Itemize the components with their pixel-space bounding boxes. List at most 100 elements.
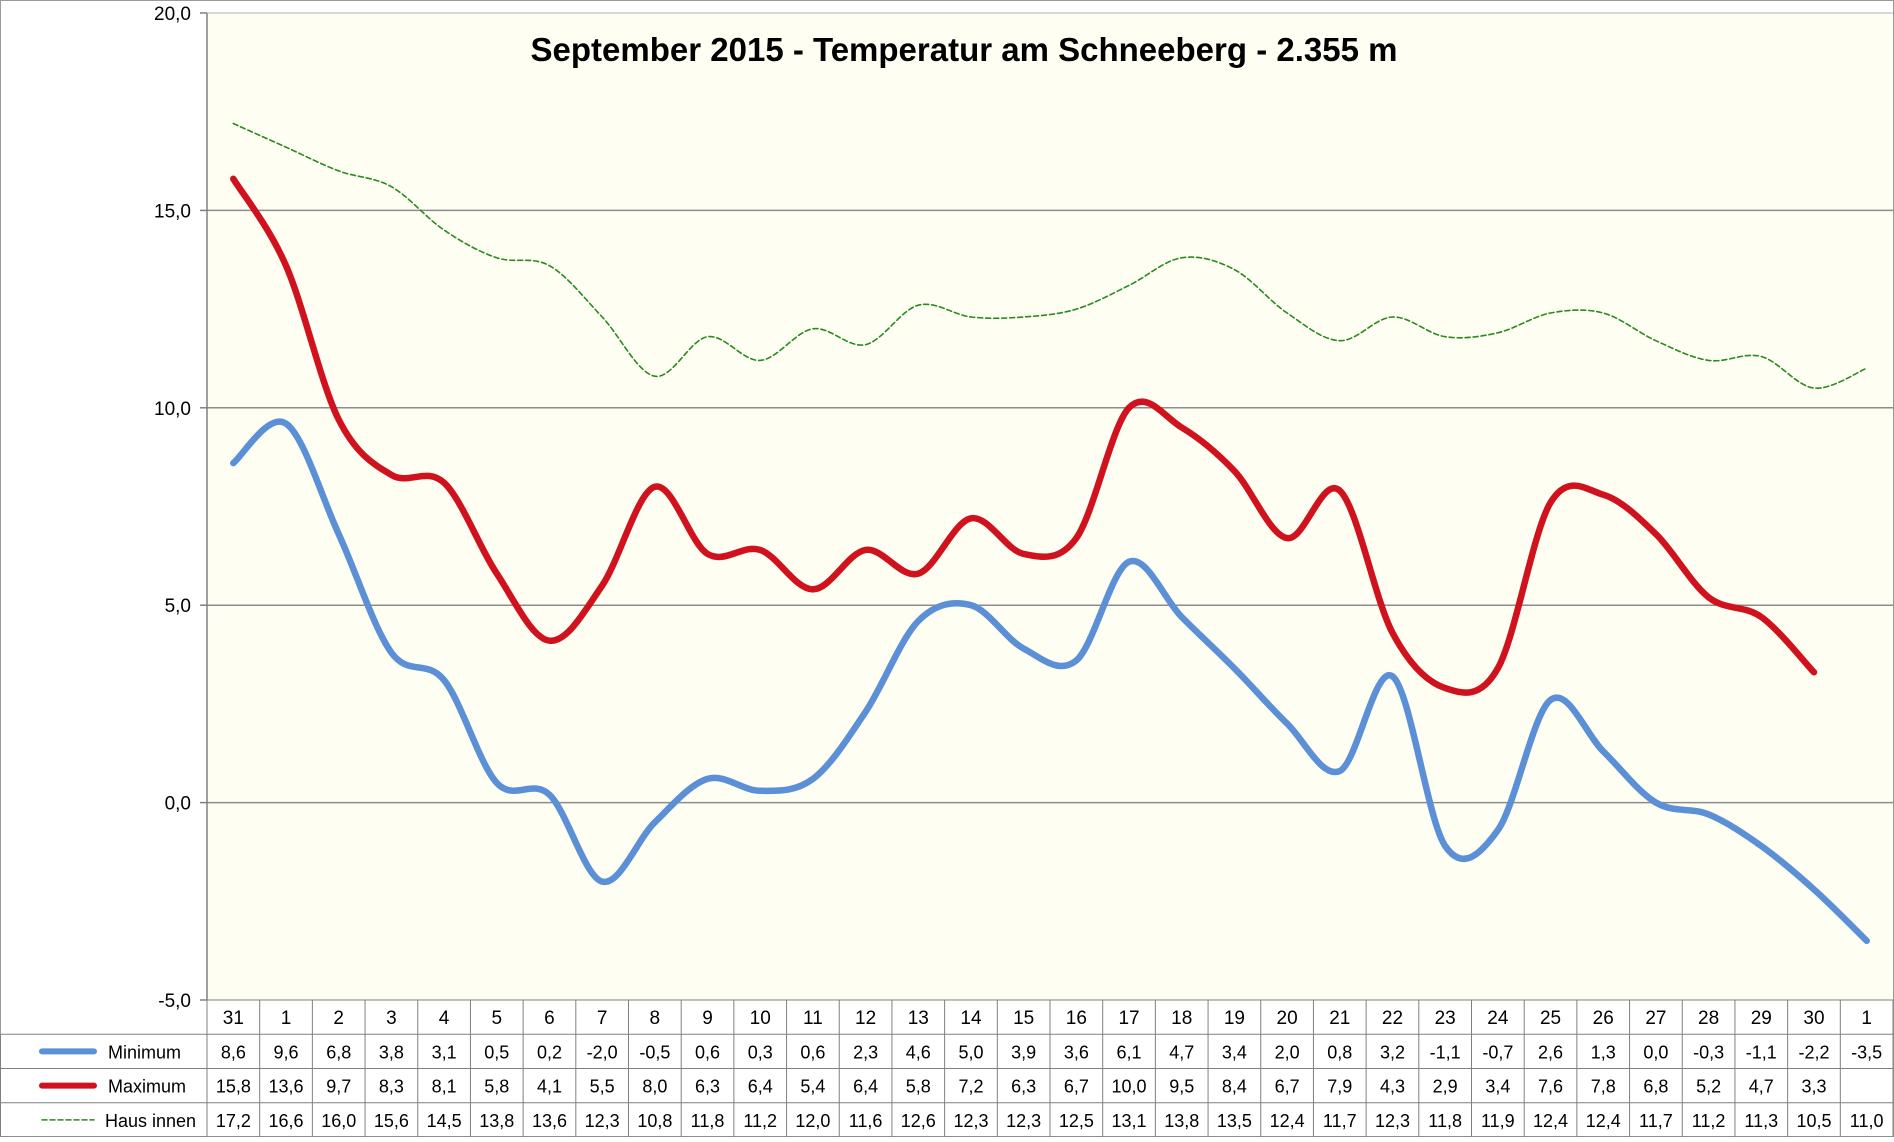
x-tick-label: 12: [855, 1008, 876, 1029]
data-label-maximum: 5,8: [484, 1077, 509, 1097]
x-tick-label: 14: [960, 1008, 982, 1029]
data-label-maximum: 7,8: [1591, 1077, 1616, 1097]
data-label-maximum: 9,7: [326, 1077, 351, 1097]
data-label-haus-innen: 12,3: [1006, 1111, 1041, 1131]
data-label-haus-innen: 12,3: [953, 1111, 988, 1131]
data-label-minimum: -1,1: [1430, 1042, 1461, 1062]
x-tick-label: 13: [908, 1008, 929, 1029]
data-label-haus-innen: 12,4: [1586, 1111, 1621, 1131]
x-tick-label: 3: [386, 1008, 397, 1029]
data-label-haus-innen: 13,6: [532, 1111, 567, 1131]
data-label-minimum: 3,1: [432, 1042, 457, 1062]
data-label-haus-innen: 15,6: [374, 1111, 409, 1131]
data-label-maximum: 6,4: [748, 1077, 773, 1097]
x-tick-label: 30: [1803, 1008, 1824, 1029]
x-tick-label: 11: [803, 1008, 823, 1029]
x-tick-label: 1: [1861, 1008, 1872, 1029]
data-label-minimum: -2,2: [1798, 1042, 1829, 1062]
x-tick-label: 24: [1487, 1008, 1509, 1029]
data-label-minimum: 8,6: [221, 1042, 246, 1062]
x-tick-label: 21: [1329, 1008, 1350, 1029]
data-label-minimum: 0,0: [1643, 1042, 1668, 1062]
data-label-maximum: 8,3: [379, 1077, 404, 1097]
data-label-minimum: 4,6: [906, 1042, 931, 1062]
legend-label-minimum: Minimum: [108, 1042, 181, 1062]
x-tick-label: 2: [333, 1008, 344, 1029]
x-tick-label: 20: [1277, 1008, 1298, 1029]
data-label-haus-innen: 11,7: [1639, 1111, 1673, 1131]
x-tick-label: 16: [1066, 1008, 1087, 1029]
data-label-haus-innen: 12,5: [1059, 1111, 1094, 1131]
data-label-maximum: 2,9: [1433, 1077, 1458, 1097]
x-tick-label: 9: [702, 1008, 713, 1029]
data-label-haus-innen: 10,8: [637, 1111, 672, 1131]
data-label-minimum: -0,7: [1482, 1042, 1513, 1062]
data-label-minimum: 5,0: [958, 1042, 983, 1062]
data-label-maximum: 8,1: [432, 1077, 457, 1097]
data-label-maximum: 5,8: [906, 1077, 931, 1097]
data-label-maximum: 6,7: [1064, 1077, 1089, 1097]
data-label-minimum: 1,3: [1591, 1042, 1616, 1062]
x-tick-label: 17: [1118, 1008, 1139, 1029]
data-label-maximum: 4,3: [1380, 1077, 1405, 1097]
data-label-maximum: 5,2: [1696, 1077, 1721, 1097]
data-label-haus-innen: 12,4: [1270, 1111, 1305, 1131]
data-label-minimum: 0,2: [537, 1042, 562, 1062]
data-label-minimum: 0,8: [1327, 1042, 1352, 1062]
data-label-haus-innen: 17,2: [216, 1111, 251, 1131]
data-label-maximum: 6,8: [1643, 1077, 1668, 1097]
data-label-haus-innen: 16,0: [321, 1111, 356, 1131]
data-label-maximum: 4,7: [1749, 1077, 1774, 1097]
x-tick-label: 28: [1698, 1008, 1719, 1029]
data-label-maximum: 7,2: [958, 1077, 983, 1097]
data-label-minimum: 0,6: [800, 1042, 825, 1062]
x-tick-label: 25: [1540, 1008, 1561, 1029]
data-label-minimum: 3,4: [1222, 1042, 1247, 1062]
data-label-maximum: 7,6: [1538, 1077, 1563, 1097]
x-tick-label: 22: [1382, 1008, 1403, 1029]
data-label-haus-innen: 11,2: [1692, 1111, 1726, 1131]
x-tick-label: 15: [1013, 1008, 1034, 1029]
data-label-haus-innen: 14,5: [427, 1111, 462, 1131]
data-label-maximum: 8,0: [642, 1077, 667, 1097]
y-tick-label: 5,0: [165, 596, 191, 617]
data-label-haus-innen: 11,8: [691, 1111, 725, 1131]
data-label-haus-innen: 12,4: [1533, 1111, 1568, 1131]
data-label-maximum: 8,4: [1222, 1077, 1247, 1097]
data-label-haus-innen: 16,6: [269, 1111, 304, 1131]
data-label-minimum: 2,3: [853, 1042, 878, 1062]
data-label-minimum: 0,3: [748, 1042, 773, 1062]
data-label-maximum: 9,5: [1169, 1077, 1194, 1097]
y-tick-label: -5,0: [158, 991, 191, 1012]
data-label-haus-innen: 11,3: [1744, 1111, 1778, 1131]
data-label-haus-innen: 12,3: [1375, 1111, 1410, 1131]
data-label-haus-innen: 13,1: [1112, 1111, 1147, 1131]
x-tick-label: 27: [1645, 1008, 1666, 1029]
legend-label-maximum: Maximum: [108, 1077, 186, 1097]
data-label-maximum: 7,9: [1327, 1077, 1352, 1097]
data-label-maximum: 15,8: [216, 1077, 251, 1097]
data-label-maximum: 5,4: [800, 1077, 825, 1097]
x-tick-label: 23: [1435, 1008, 1456, 1029]
legend-label-haus-innen: Haus innen: [105, 1111, 196, 1131]
data-label-maximum: 5,5: [590, 1077, 615, 1097]
x-tick-label: 29: [1751, 1008, 1772, 1029]
data-label-minimum: -0,5: [639, 1042, 670, 1062]
data-label-minimum: 9,6: [274, 1042, 299, 1062]
data-label-haus-innen: 11,9: [1481, 1111, 1515, 1131]
x-tick-label: 10: [750, 1008, 771, 1029]
x-tick-label: 1: [281, 1008, 292, 1029]
data-label-maximum: 6,7: [1275, 1077, 1300, 1097]
data-label-minimum: -3,5: [1851, 1042, 1882, 1062]
data-label-minimum: 4,7: [1169, 1042, 1194, 1062]
data-label-minimum: 0,5: [484, 1042, 509, 1062]
data-label-haus-innen: 11,0: [1850, 1111, 1884, 1131]
data-label-minimum: 3,2: [1380, 1042, 1405, 1062]
data-label-minimum: 3,8: [379, 1042, 404, 1062]
data-label-minimum: 2,0: [1275, 1042, 1300, 1062]
x-tick-label: 31: [223, 1008, 244, 1029]
data-label-haus-innen: 11,7: [1323, 1111, 1357, 1131]
data-label-minimum: 0,6: [695, 1042, 720, 1062]
